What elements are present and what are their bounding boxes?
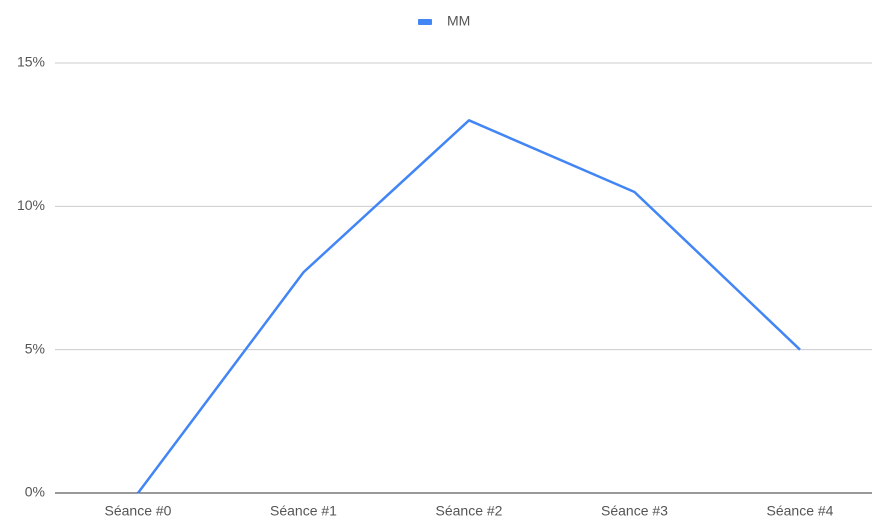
x-tick-label: Séance #2 (436, 503, 503, 519)
y-tick-label: 15% (17, 54, 45, 70)
legend-swatch (418, 19, 432, 25)
x-tick-label: Séance #0 (105, 503, 172, 519)
y-tick-label: 5% (25, 340, 45, 356)
y-tick-label: 0% (25, 484, 45, 500)
x-tick-label: Séance #4 (767, 503, 834, 519)
legend-label: MM (447, 13, 470, 29)
x-tick-label: Séance #1 (270, 503, 337, 519)
line-series (136, 119, 801, 494)
y-tick-label: 10% (17, 197, 45, 213)
x-tick-label: Séance #3 (601, 503, 668, 519)
